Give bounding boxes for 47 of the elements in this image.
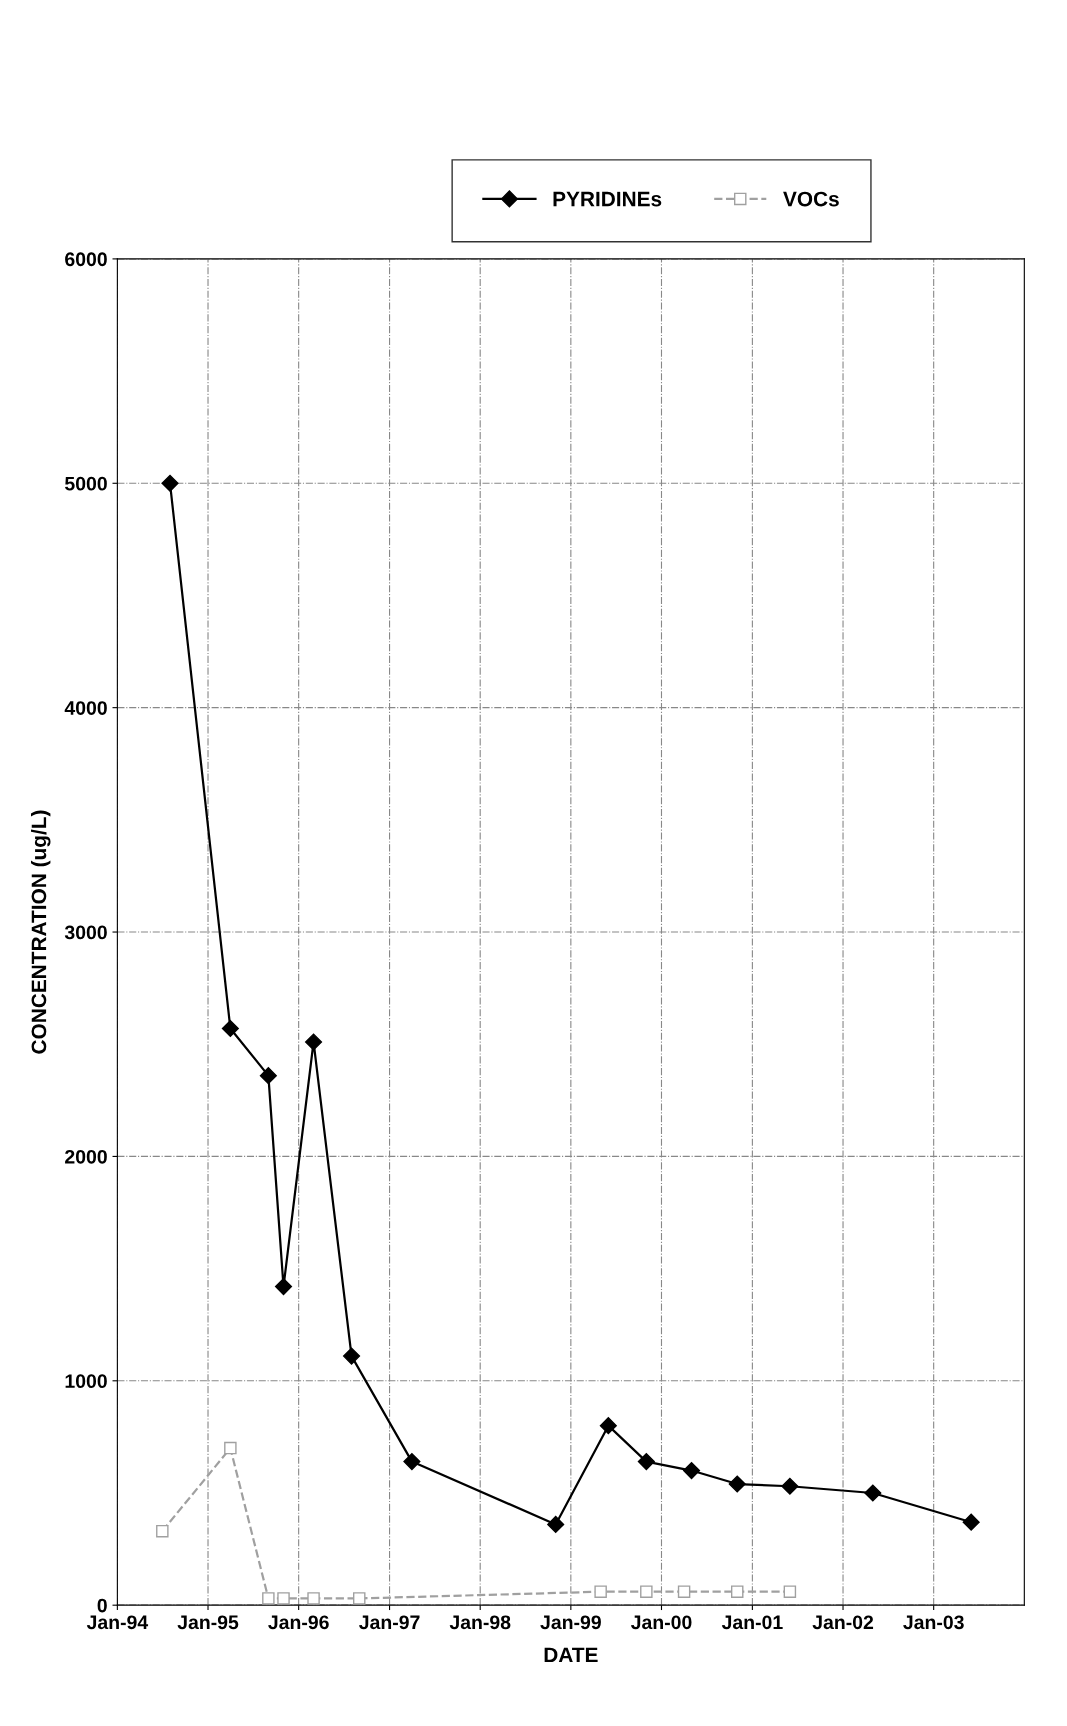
x-tick-label: Jan-98 [449,1615,511,1630]
point [594,1585,607,1598]
point [221,1019,239,1038]
legend-label: VOCs [783,191,839,207]
y-tick-label: 3000 [64,925,107,940]
x-tick-label: Jan-96 [268,1615,329,1630]
x-tick-label: Jan-97 [359,1615,420,1630]
x-tick-label: Jan-00 [630,1615,692,1630]
x-tick-label: Jan-03 [903,1615,964,1630]
legend-label: PYRIDINEs [553,191,662,207]
point [599,1417,617,1435]
y-tick-label: 4000 [64,701,107,715]
point [307,1592,320,1605]
point [259,1067,277,1085]
point [547,1515,565,1533]
point [353,1592,366,1605]
point [224,1441,237,1455]
point [728,1475,746,1493]
y-tick-label: 5000 [64,476,107,491]
point [682,1462,701,1480]
point [274,1278,293,1296]
point [864,1484,882,1502]
x-tick-label: Jan-99 [540,1615,601,1630]
point [730,1585,744,1598]
point [640,1585,653,1598]
x-tick-label: Jan-02 [812,1615,874,1630]
point [262,1592,275,1605]
point [156,1524,169,1538]
x-tick-label: Jan-94 [86,1615,149,1630]
point [161,474,179,492]
point [403,1453,421,1471]
y-axis-title: CONCENTRATION (ug/L) [31,810,51,1054]
point [343,1347,361,1365]
x-axis-title: DATE [544,1647,598,1663]
point [637,1453,655,1471]
y-tick-label: 1000 [65,1374,107,1389]
point [781,1477,799,1495]
x-tick-label: Jan-95 [177,1615,239,1630]
y-tick-label: 2000 [65,1149,107,1164]
point [677,1585,691,1598]
y-tick-label: 0 [97,1598,107,1613]
point [783,1585,797,1598]
point [962,1513,980,1531]
point [305,1033,323,1051]
y-tick-label: 6000 [65,252,107,267]
x-tick-label: Jan-01 [721,1615,783,1630]
point [277,1592,290,1605]
